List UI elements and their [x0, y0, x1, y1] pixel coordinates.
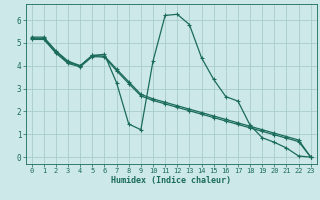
X-axis label: Humidex (Indice chaleur): Humidex (Indice chaleur)	[111, 176, 231, 185]
